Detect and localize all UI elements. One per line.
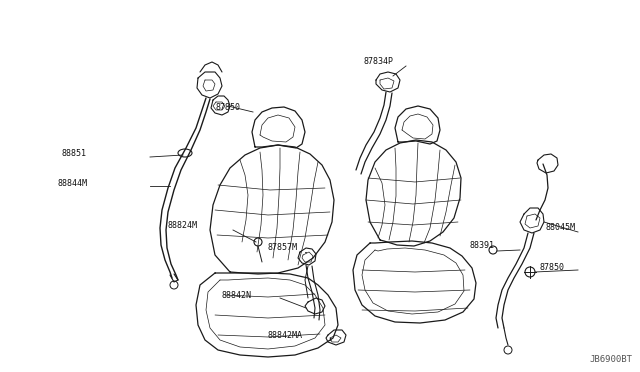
Text: 88851: 88851 [62, 148, 87, 157]
Text: 88842MA: 88842MA [268, 331, 303, 340]
Text: 88391: 88391 [470, 241, 495, 250]
Text: 87834P: 87834P [363, 58, 393, 67]
Text: 87850: 87850 [215, 103, 240, 112]
Text: JB6900BT: JB6900BT [589, 355, 632, 364]
Text: 88045M: 88045M [546, 224, 576, 232]
Text: 88844M: 88844M [57, 179, 87, 187]
Text: 87850: 87850 [539, 263, 564, 273]
Text: 87857M: 87857M [268, 244, 298, 253]
Text: 88824M: 88824M [168, 221, 198, 231]
Text: 88842N: 88842N [222, 291, 252, 299]
